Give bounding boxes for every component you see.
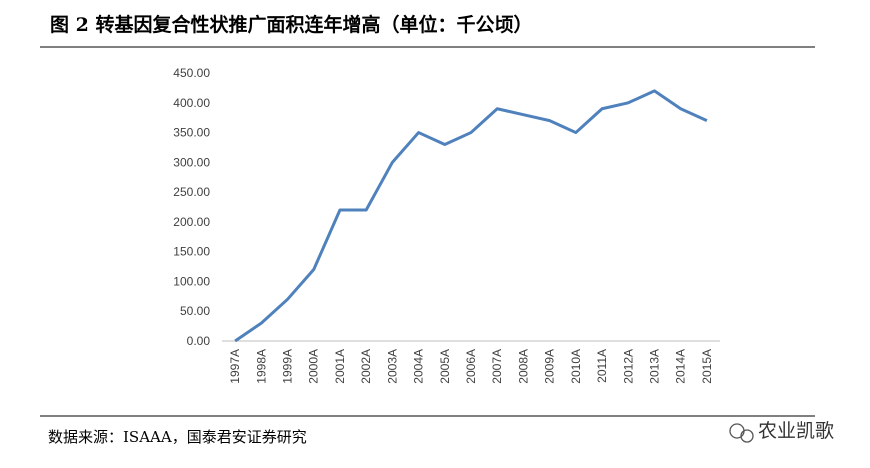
x-tick-label: 2000A (307, 349, 321, 384)
source-note: 数据来源：ISAAA，国泰君安证券研究 (48, 428, 307, 446)
x-tick-label: 2006A (464, 349, 478, 384)
y-tick-label: 350.00 (173, 126, 210, 140)
watermark-icon (729, 423, 754, 443)
y-tick-label: 200.00 (173, 215, 210, 229)
x-tick-label: 2010A (569, 349, 583, 384)
x-tick-label: 2007A (490, 349, 504, 384)
x-tick-label: 1997A (228, 349, 242, 384)
y-tick-label: 250.00 (173, 185, 210, 199)
y-tick-label: 300.00 (173, 155, 210, 169)
y-tick-label: 150.00 (173, 245, 210, 259)
chart-title: 图 2 转基因复合性状推广面积连年增高（单位：千公顷） (50, 13, 532, 36)
data-line (234, 89, 708, 343)
x-tick-label: 2012A (621, 349, 635, 384)
y-tick-label: 100.00 (173, 274, 210, 288)
x-tick-label: 2001A (333, 349, 347, 384)
x-tick-label: 2005A (438, 349, 452, 384)
watermark: 农业凯歌 (758, 420, 834, 442)
y-tick-label: 0.00 (187, 334, 211, 348)
x-tick-label: 2009A (543, 349, 557, 384)
x-tick-label: 2004A (412, 349, 426, 384)
x-tick-label: 2013A (647, 349, 661, 384)
y-tick-label: 450.00 (173, 66, 210, 80)
y-tick-label: 50.00 (180, 304, 210, 318)
x-tick-label: 2003A (385, 349, 399, 384)
x-tick-label: 2011A (595, 349, 609, 383)
x-tick-label: 1998A (254, 349, 268, 384)
x-tick-label: 1999A (281, 349, 295, 384)
y-tick-label: 400.00 (173, 96, 210, 110)
x-tick-label: 2014A (674, 349, 688, 384)
x-tick-label: 2015A (700, 349, 714, 384)
x-tick-label: 2002A (359, 349, 373, 384)
x-tick-label: 2008A (516, 349, 530, 384)
